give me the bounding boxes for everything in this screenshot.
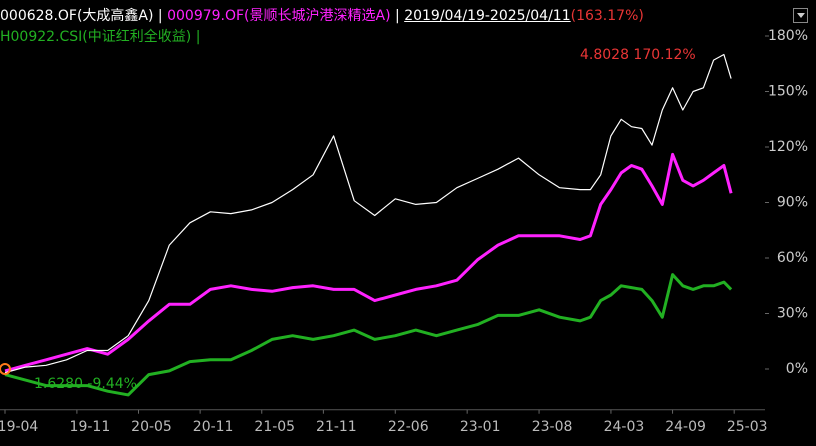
x-tick-label: 19-04 <box>0 419 38 435</box>
legend-row: 000628.OF(大成高鑫A) | 000979.OF(景顺长城沪港深精选A)… <box>0 5 644 25</box>
series-line <box>4 152 733 373</box>
x-tick-label: 20-05 <box>131 419 172 435</box>
y-tick-label: 90% <box>777 195 808 211</box>
separator: | <box>195 29 201 45</box>
start-marker <box>0 363 11 375</box>
y-tick-label: 0% <box>786 361 808 377</box>
x-tick-label: 23-08 <box>532 419 573 435</box>
x-tick-label: 19-11 <box>70 419 111 435</box>
legend-entry: 000979.OF(景顺长城沪港深精选A) <box>167 8 391 24</box>
legend-row: H00922.CSI(中证红利全收益) | <box>0 26 200 46</box>
series-line <box>4 273 733 397</box>
legend-entry: 000628.OF(大成高鑫A) <box>0 8 154 24</box>
x-tick-label: 23-01 <box>460 419 501 435</box>
dropdown-button[interactable] <box>793 8 808 23</box>
legend-entry: H00922.CSI(中证红利全收益) <box>0 29 192 45</box>
x-tick-label: 22-06 <box>388 419 429 435</box>
dropdown-arrow <box>796 13 805 18</box>
x-tick-label: 24-03 <box>604 419 645 435</box>
series-line <box>4 53 732 374</box>
x-tick-label: 25-03 <box>727 419 768 435</box>
x-tick-label: 24-09 <box>665 419 706 435</box>
annotation: 4.8028 170.12% <box>580 47 696 63</box>
separator: | <box>157 8 163 24</box>
x-tick-label: 21-05 <box>254 419 295 435</box>
separator: | <box>395 8 400 24</box>
x-tick-label: 21-11 <box>316 419 357 435</box>
y-tick-label: 120% <box>768 139 808 155</box>
y-tick-label: 30% <box>777 306 808 322</box>
annotation: 1.6280 -9.44% <box>34 376 137 392</box>
x-tick-label: 20-11 <box>193 419 234 435</box>
range-return: (163.17%) <box>570 8 644 24</box>
y-tick-label: 150% <box>768 84 808 100</box>
y-tick-label: 180% <box>768 28 808 44</box>
date-range[interactable]: 2019/04/19-2025/04/11 <box>404 8 571 24</box>
y-tick-label: 60% <box>777 250 808 266</box>
